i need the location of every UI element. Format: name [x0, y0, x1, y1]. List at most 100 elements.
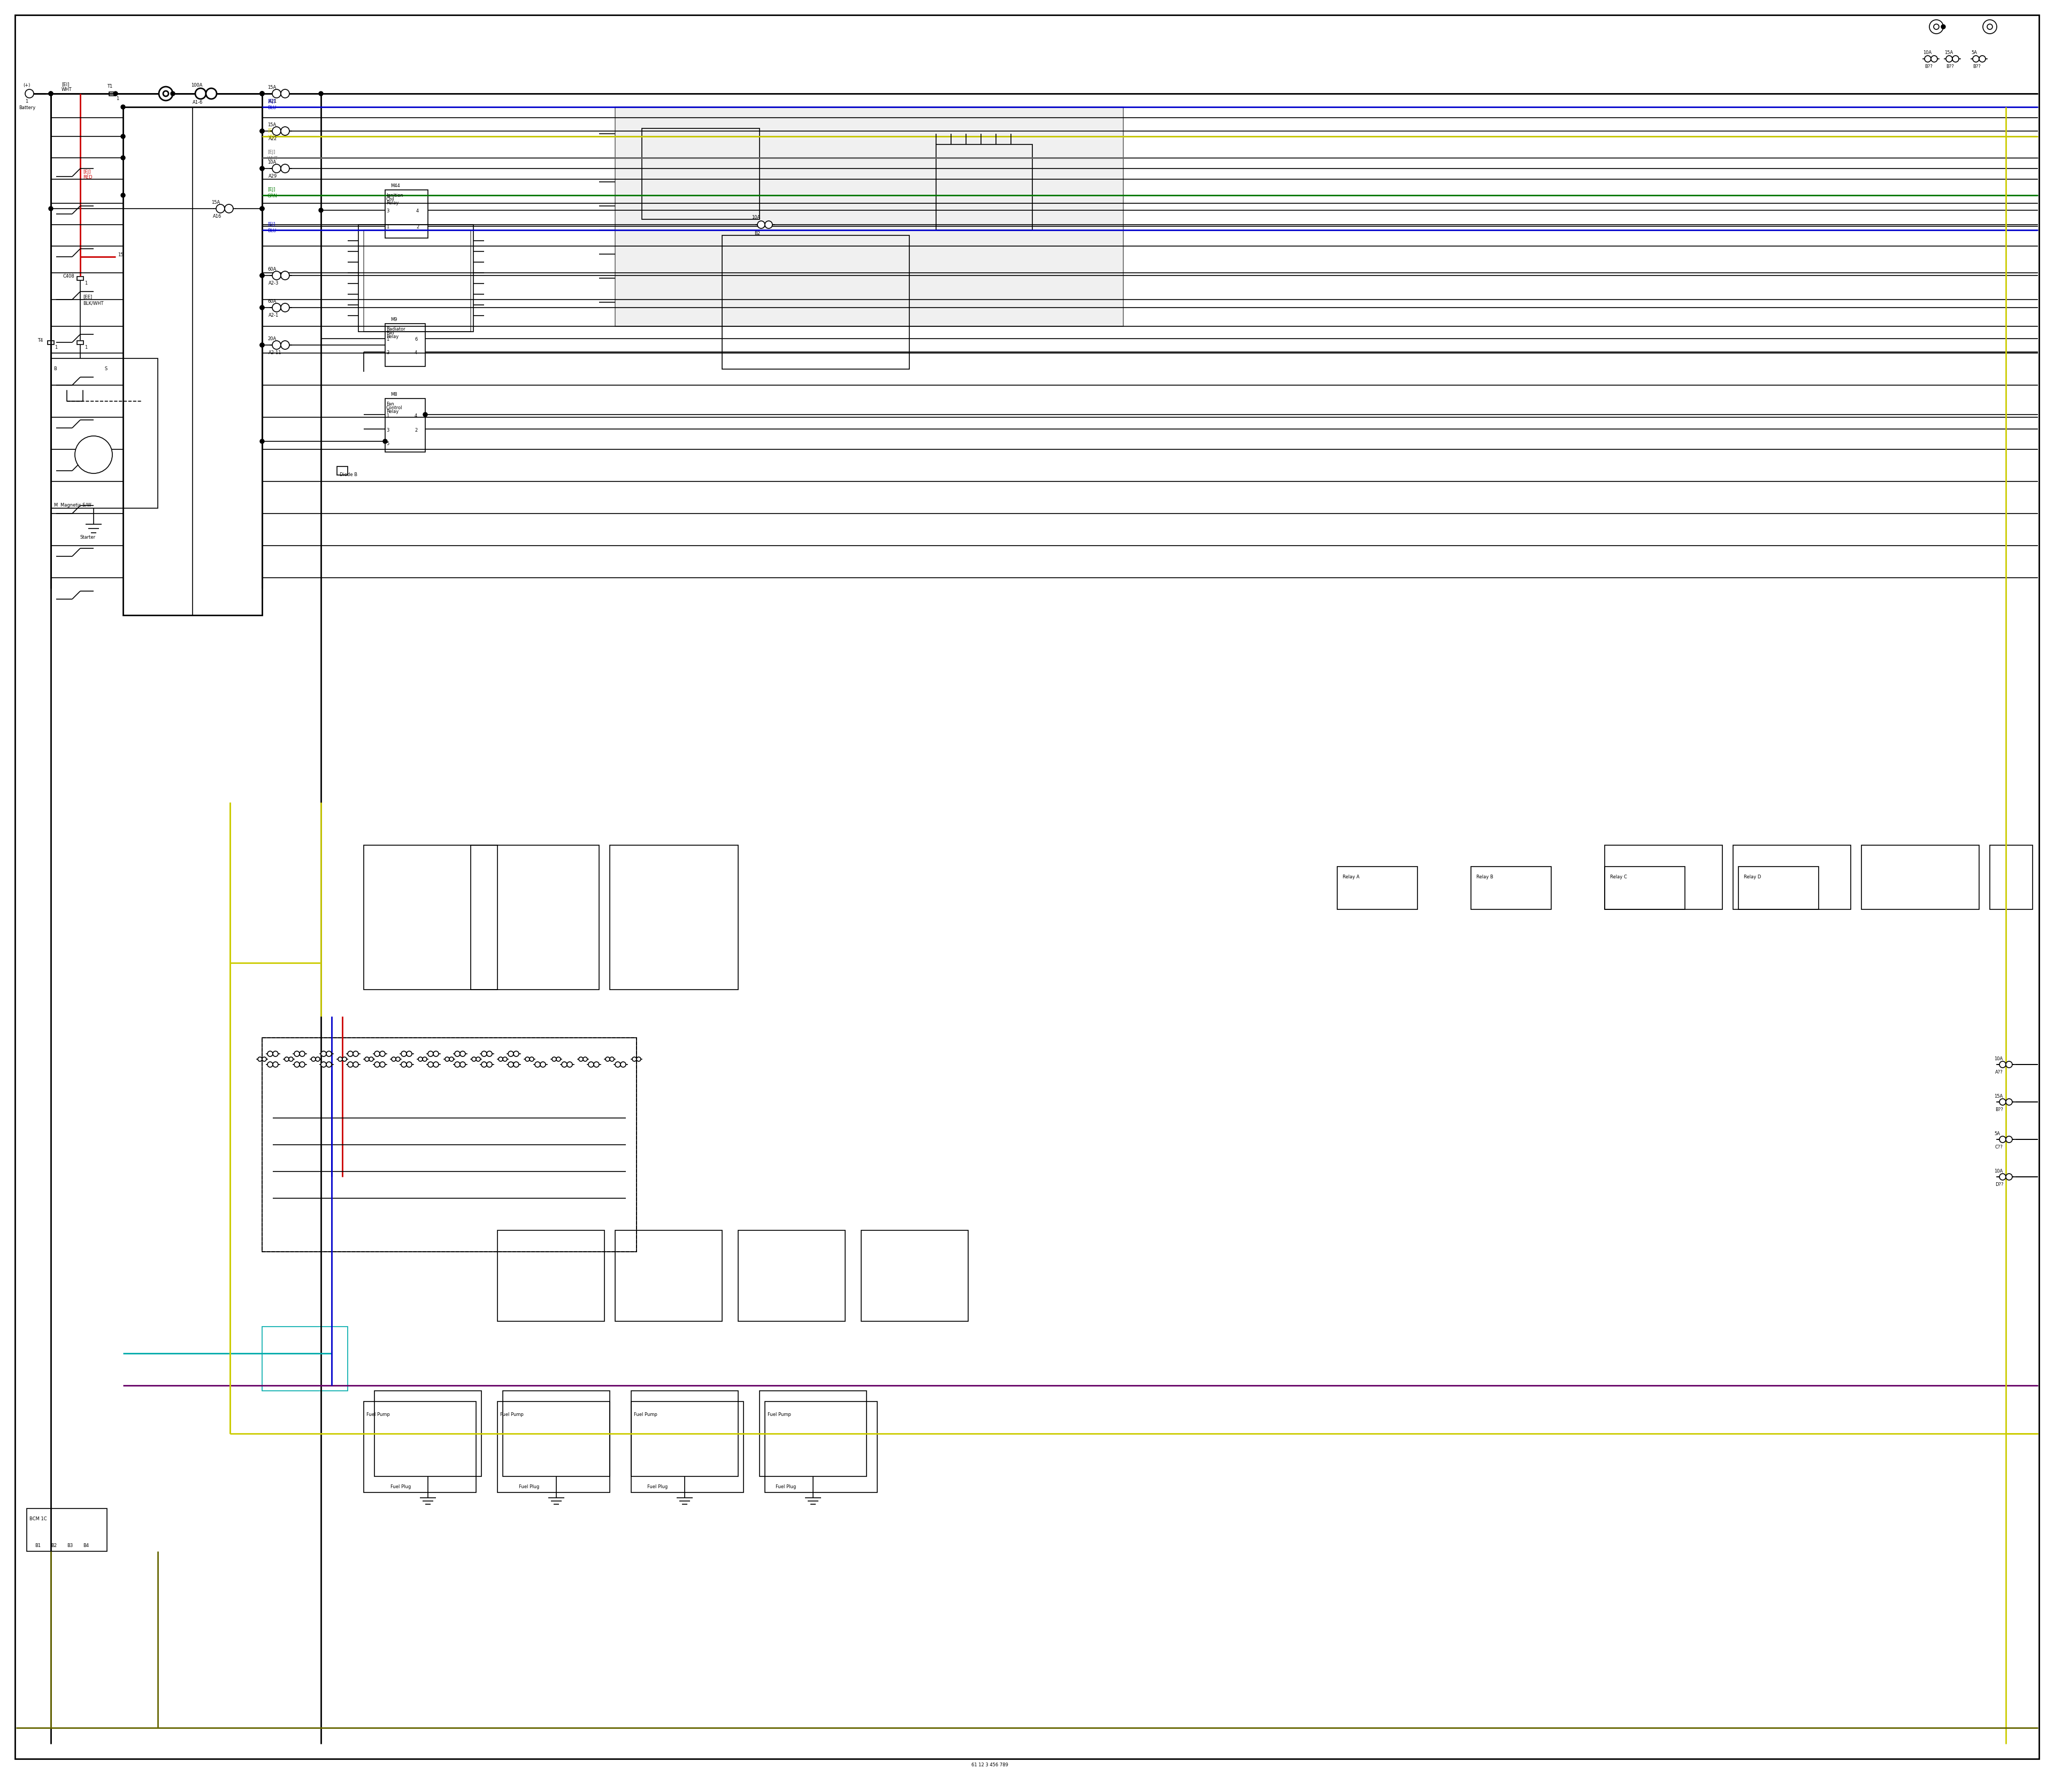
- Text: C??: C??: [1994, 1145, 2003, 1149]
- Text: A2-3: A2-3: [269, 281, 279, 285]
- Circle shape: [224, 204, 234, 213]
- Bar: [109, 91, 115, 95]
- Text: 1: 1: [386, 337, 388, 342]
- Text: F7: F7: [429, 1063, 433, 1064]
- Bar: [357, 224, 472, 332]
- Circle shape: [606, 1057, 610, 1061]
- Text: 15A: 15A: [212, 201, 220, 204]
- Text: BCM 1C: BCM 1C: [29, 1516, 47, 1521]
- Bar: [364, 1401, 477, 1493]
- Text: 3: 3: [386, 351, 388, 355]
- Circle shape: [507, 1063, 514, 1068]
- Circle shape: [401, 1063, 407, 1068]
- Bar: [760, 1391, 867, 1477]
- Circle shape: [1982, 20, 1996, 34]
- Text: Battery: Battery: [18, 106, 35, 109]
- Text: 15A: 15A: [267, 122, 275, 127]
- Text: B: B: [53, 366, 58, 371]
- Text: 10A: 10A: [1994, 1168, 2003, 1174]
- Circle shape: [261, 91, 265, 95]
- Circle shape: [273, 90, 281, 99]
- Circle shape: [370, 1057, 374, 1061]
- Circle shape: [637, 1057, 641, 1061]
- Circle shape: [472, 1057, 477, 1061]
- Circle shape: [366, 1057, 370, 1061]
- Text: 1: 1: [84, 281, 88, 285]
- Text: F4: F4: [349, 1063, 353, 1064]
- Text: 1: 1: [117, 97, 119, 100]
- Circle shape: [407, 1063, 413, 1068]
- Circle shape: [162, 91, 168, 97]
- Circle shape: [25, 90, 33, 99]
- Text: BLU: BLU: [267, 106, 275, 109]
- Bar: [631, 1391, 737, 1477]
- Circle shape: [587, 1063, 594, 1068]
- Circle shape: [294, 1052, 300, 1057]
- Circle shape: [427, 1063, 433, 1068]
- Text: 3: 3: [386, 208, 388, 213]
- Text: [EE]: [EE]: [82, 294, 92, 299]
- Circle shape: [261, 167, 265, 170]
- Circle shape: [614, 1063, 620, 1068]
- Text: 20A: 20A: [267, 337, 275, 340]
- Text: [EI]: [EI]: [62, 82, 70, 86]
- Circle shape: [579, 1057, 583, 1061]
- Circle shape: [273, 165, 281, 172]
- Circle shape: [300, 1052, 304, 1057]
- Bar: [263, 1038, 637, 1253]
- Circle shape: [460, 1052, 466, 1057]
- Circle shape: [2007, 1061, 2013, 1068]
- Circle shape: [261, 305, 265, 310]
- Bar: [470, 846, 600, 989]
- Circle shape: [327, 1052, 331, 1057]
- Text: F9: F9: [483, 1063, 487, 1064]
- Text: 6: 6: [415, 337, 417, 342]
- Circle shape: [263, 1057, 267, 1061]
- Bar: [503, 1391, 610, 1477]
- Text: F1: F1: [269, 1063, 271, 1064]
- Circle shape: [620, 1063, 626, 1068]
- Circle shape: [553, 1057, 557, 1061]
- Circle shape: [353, 1052, 357, 1057]
- Circle shape: [1929, 20, 1943, 34]
- Text: F5: F5: [376, 1063, 380, 1064]
- Text: A22: A22: [269, 136, 277, 142]
- Bar: [497, 1401, 610, 1493]
- Text: BLK/WHT: BLK/WHT: [82, 301, 103, 305]
- Text: F10: F10: [509, 1063, 516, 1064]
- Text: F3: F3: [322, 1063, 325, 1064]
- Text: A2-11: A2-11: [269, 351, 281, 355]
- Text: A1-6: A1-6: [193, 100, 203, 106]
- Text: Relay A: Relay A: [1343, 874, 1360, 880]
- Text: A21: A21: [269, 99, 277, 104]
- Circle shape: [320, 1052, 327, 1057]
- Circle shape: [1999, 1098, 2007, 1106]
- Text: [EJ]: [EJ]: [267, 222, 275, 228]
- Circle shape: [300, 1063, 304, 1068]
- Circle shape: [758, 220, 764, 228]
- Text: 60A: 60A: [267, 267, 275, 272]
- Circle shape: [433, 1052, 440, 1057]
- Circle shape: [281, 340, 290, 349]
- Text: Fuel Pump: Fuel Pump: [635, 1412, 657, 1417]
- Circle shape: [261, 342, 265, 348]
- Text: 3: 3: [386, 428, 388, 432]
- Text: Magnetic S/W: Magnetic S/W: [60, 504, 90, 507]
- Circle shape: [327, 1063, 331, 1068]
- Bar: [337, 466, 347, 475]
- Text: A29: A29: [269, 174, 277, 179]
- Circle shape: [347, 1063, 353, 1068]
- Text: RED: RED: [82, 176, 92, 179]
- Bar: [641, 129, 760, 219]
- Bar: [1738, 867, 1818, 909]
- Text: 2: 2: [417, 224, 419, 229]
- Circle shape: [286, 1057, 290, 1061]
- Text: M9: M9: [390, 317, 396, 323]
- Text: YEL: YEL: [267, 134, 275, 140]
- Bar: [737, 1231, 844, 1321]
- Circle shape: [396, 1057, 401, 1061]
- Circle shape: [423, 412, 427, 418]
- Circle shape: [1999, 1061, 2007, 1068]
- Bar: [610, 846, 737, 989]
- Circle shape: [261, 167, 265, 170]
